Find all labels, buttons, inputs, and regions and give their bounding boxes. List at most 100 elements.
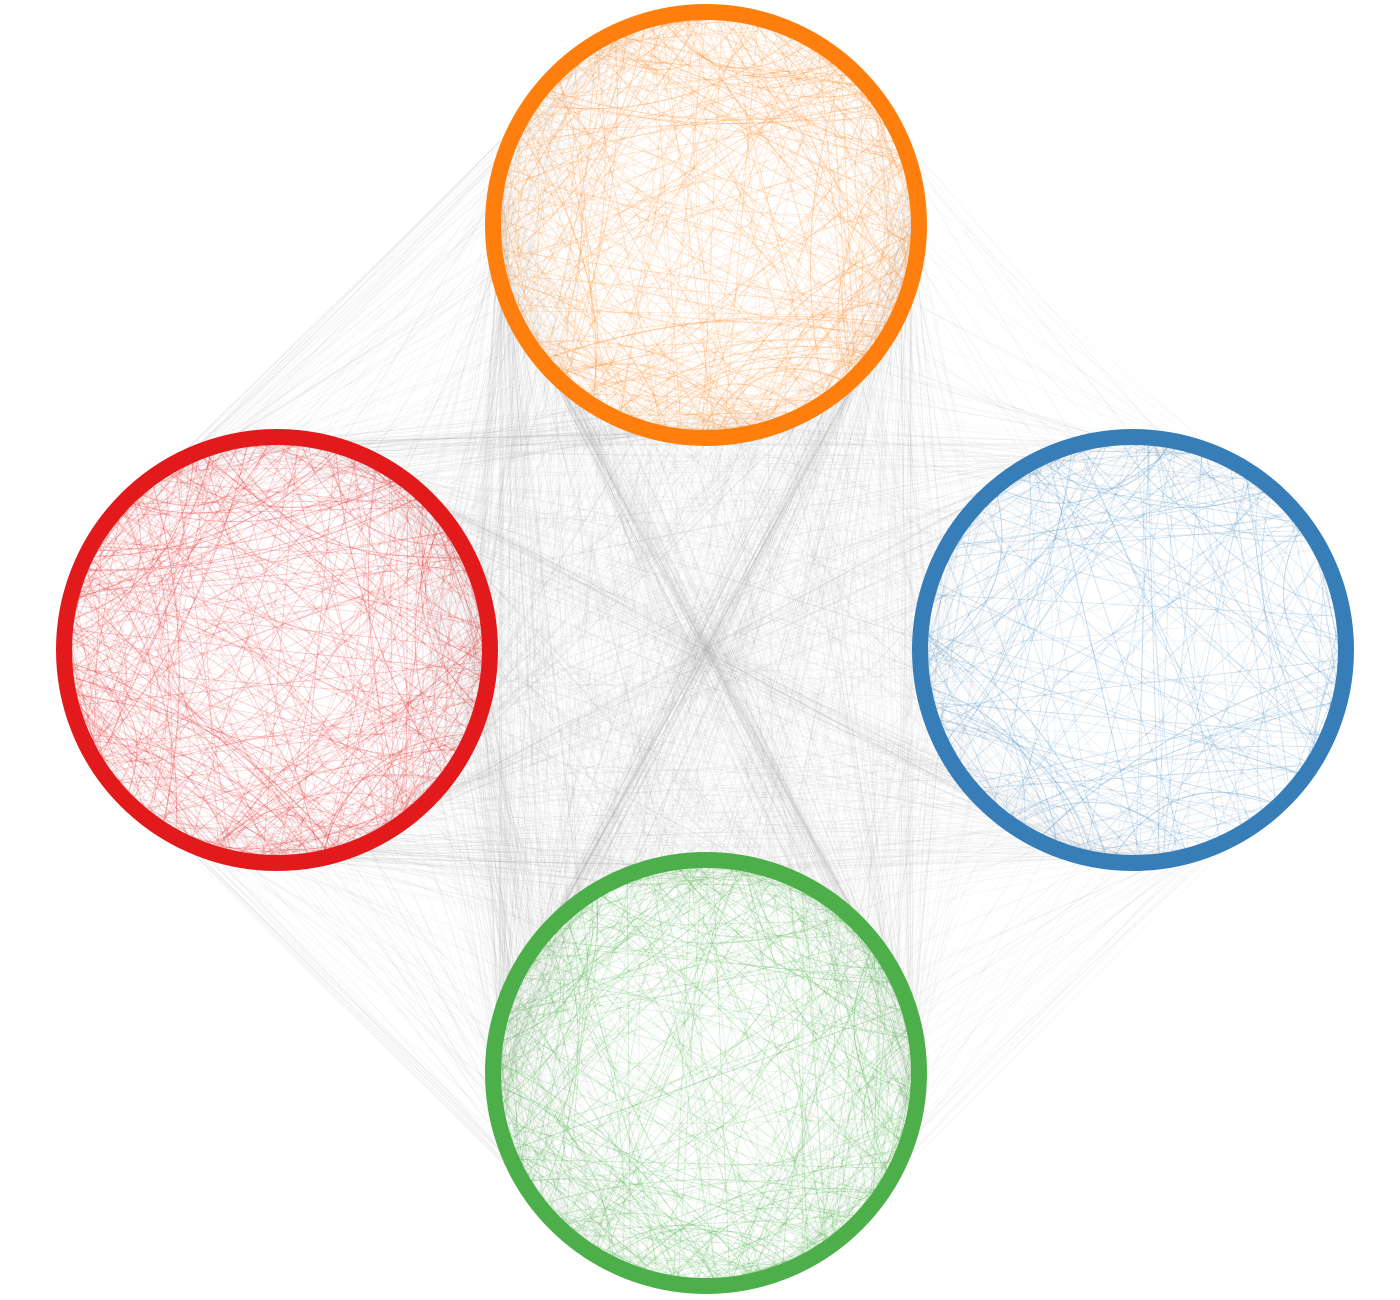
inter-edge-top-left	[483, 118, 529, 661]
intra-edge-bottom	[651, 873, 718, 1280]
intra-edge-top	[499, 89, 864, 209]
inter-edge-left-right	[470, 449, 1081, 577]
intra-arc-bottom	[499, 865, 700, 1059]
inter-edge-top-bottom	[690, 431, 900, 999]
inter-edge-left-right	[473, 484, 1008, 717]
intra-arc-left	[319, 749, 459, 853]
intra-edge-top	[761, 94, 867, 425]
intra-edge-bottom	[813, 971, 887, 1250]
intra-edge-top	[579, 337, 880, 389]
intra-edge-left	[75, 485, 152, 601]
inter-edge-top-bottom	[498, 328, 886, 1064]
intra-edge-bottom	[812, 895, 880, 960]
intra-edge-bottom	[535, 870, 664, 957]
intra-edge-top	[512, 70, 844, 153]
intra-edge-bottom	[500, 1045, 682, 1279]
intra-edge-top	[564, 73, 691, 432]
intra-edge-left	[69, 657, 105, 765]
inter-edge-left-bottom	[463, 561, 529, 1180]
inter-edge-left-right	[441, 484, 1009, 776]
intra-edge-bottom	[589, 874, 765, 1245]
intra-edge-right	[1116, 443, 1151, 857]
intra-edge-top	[639, 279, 906, 422]
intra-edge-bottom	[810, 1070, 914, 1252]
intra-edge-bottom	[506, 1118, 909, 1128]
intra-edge-top	[820, 278, 907, 398]
inter-edge-left-bottom	[385, 473, 656, 873]
inter-edge-top-left	[144, 411, 795, 492]
intra-arc-left	[71, 676, 328, 852]
intra-arc-bottom	[730, 867, 910, 1033]
intra-edge-bottom	[872, 1079, 914, 1196]
intra-edge-bottom	[766, 1203, 867, 1272]
inter-edge-top-left	[358, 192, 502, 841]
intra-edge-bottom	[893, 1060, 913, 1161]
inter-edge-top-right	[602, 404, 929, 684]
inter-edge-top-bottom	[535, 418, 632, 955]
inter-edge-top-bottom	[498, 221, 866, 942]
intra-edge-left	[130, 445, 309, 798]
inter-edge-top-bottom	[772, 394, 826, 878]
inter-edge-top-right	[910, 256, 956, 544]
inter-edge-left-bottom	[201, 842, 530, 1181]
intra-edge-bottom	[499, 1088, 747, 1277]
intra-edge-left	[442, 542, 455, 774]
inter-edge-left-bottom	[183, 834, 613, 1258]
inter-edge-top-bottom	[783, 416, 909, 1028]
intra-edge-left	[431, 512, 485, 648]
inter-edge-left-right	[483, 448, 1180, 654]
intra-edge-bottom	[755, 1018, 907, 1275]
inter-edge-top-bottom	[646, 237, 913, 875]
intra-edge-right	[925, 548, 1314, 658]
intra-edge-top	[643, 422, 727, 432]
inter-edge-left-right	[413, 456, 1060, 495]
inter-edge-top-left	[267, 215, 500, 444]
intra-edge-left	[83, 443, 260, 725]
intra-arc-bottom	[515, 897, 599, 1155]
inter-edge-left-right	[483, 645, 958, 761]
inter-edge-top-bottom	[620, 413, 690, 867]
intra-arc-bottom	[501, 896, 599, 1105]
inter-edge-left-right	[466, 556, 949, 734]
intra-edge-left	[116, 780, 376, 833]
inter-edge-top-right	[613, 409, 1061, 457]
inter-edge-top-left	[251, 284, 508, 445]
intra-edge-bottom	[644, 874, 912, 1101]
inter-edge-top-left	[465, 357, 548, 567]
inter-edge-right-bottom	[844, 827, 1027, 920]
intra-edge-right	[985, 503, 1107, 856]
intra-arc-top	[705, 353, 865, 433]
inter-edge-right-bottom	[912, 492, 999, 1082]
intra-edge-top	[861, 88, 864, 361]
inter-edge-top-bottom	[630, 426, 659, 880]
community-ring-top	[485, 4, 927, 446]
intra-edge-bottom	[501, 1107, 620, 1262]
inter-edge-top-bottom	[498, 223, 501, 1096]
inter-edge-top-bottom	[499, 245, 843, 918]
inter-edge-top-left	[468, 283, 508, 729]
intra-edge-right	[1016, 679, 1339, 822]
inter-edge-left-right	[394, 805, 997, 822]
intra-edge-left	[350, 456, 432, 788]
intra-edge-bottom	[532, 930, 857, 961]
inter-edge-left-right	[481, 473, 1025, 622]
inter-edge-top-bottom	[620, 413, 829, 906]
intra-edge-bottom	[698, 1235, 834, 1281]
inter-edge-top-bottom	[589, 396, 914, 1085]
inter-edge-left-right	[440, 522, 934, 704]
intra-edge-bottom	[744, 1050, 913, 1277]
inter-edge-left-right	[380, 470, 955, 546]
intra-edge-right	[962, 767, 1262, 813]
intra-edge-bottom	[499, 995, 515, 1091]
intra-edge-left	[88, 456, 352, 566]
inter-edge-left-bottom	[145, 809, 800, 889]
intra-edge-bottom	[512, 1145, 856, 1217]
inter-edge-top-left	[352, 328, 528, 458]
intra-edge-bottom	[499, 1050, 513, 1145]
inter-edge-left-right	[384, 442, 1137, 474]
inter-edge-left-right	[477, 702, 1029, 829]
inter-edge-top-bottom	[759, 376, 848, 874]
inter-edge-left-right	[413, 805, 1051, 841]
inter-edge-left-right	[262, 443, 1137, 858]
inter-edge-top-bottom	[705, 431, 830, 907]
